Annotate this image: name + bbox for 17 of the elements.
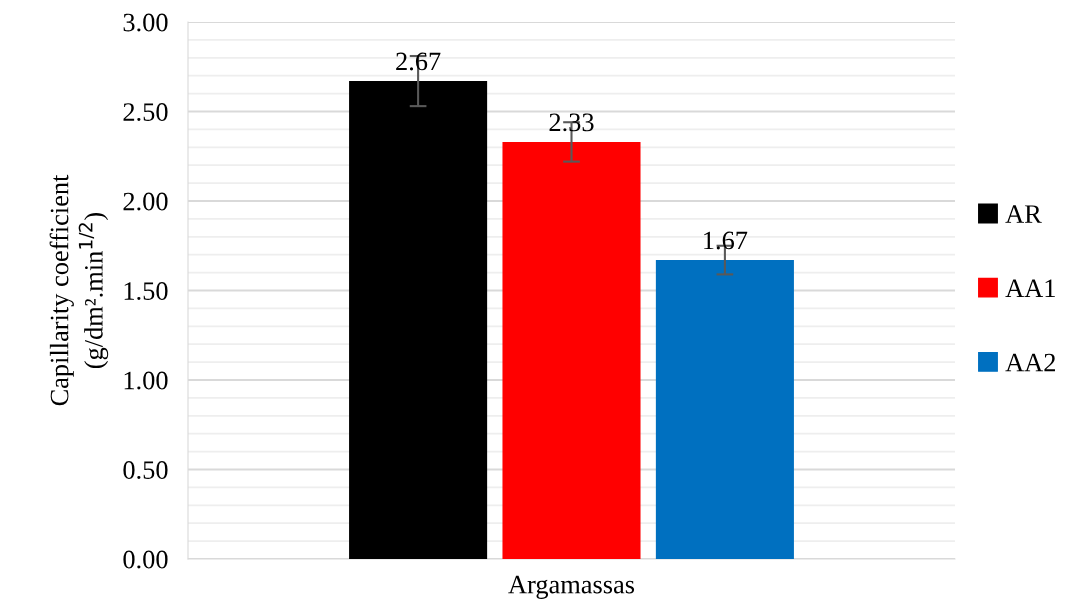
data-label: 2.33 bbox=[549, 113, 594, 132]
legend-label: AR bbox=[1005, 205, 1042, 223]
bar bbox=[349, 81, 488, 559]
data-label: 1.67 bbox=[704, 231, 748, 250]
legend-label: AA2 bbox=[1005, 353, 1055, 372]
y-tick-label: 0.50 bbox=[123, 461, 168, 480]
y-tick-label: 2.50 bbox=[123, 103, 168, 122]
y-tick-label: 0.00 bbox=[123, 550, 168, 569]
bar bbox=[502, 141, 641, 559]
y-tick-label: 1.00 bbox=[124, 371, 168, 390]
y-tick-label: 2.00 bbox=[123, 192, 168, 211]
x-axis-title: Argamassas bbox=[508, 575, 635, 599]
y-tick-label: 1.50 bbox=[124, 282, 168, 301]
y-tick-label: 3.00 bbox=[123, 13, 168, 32]
legend-label: AA1 bbox=[1005, 279, 1055, 297]
y-axis-title: Capillarity coefficient (g/dm².min$^{1/2}$) bbox=[49, 174, 109, 406]
bar bbox=[655, 260, 794, 559]
